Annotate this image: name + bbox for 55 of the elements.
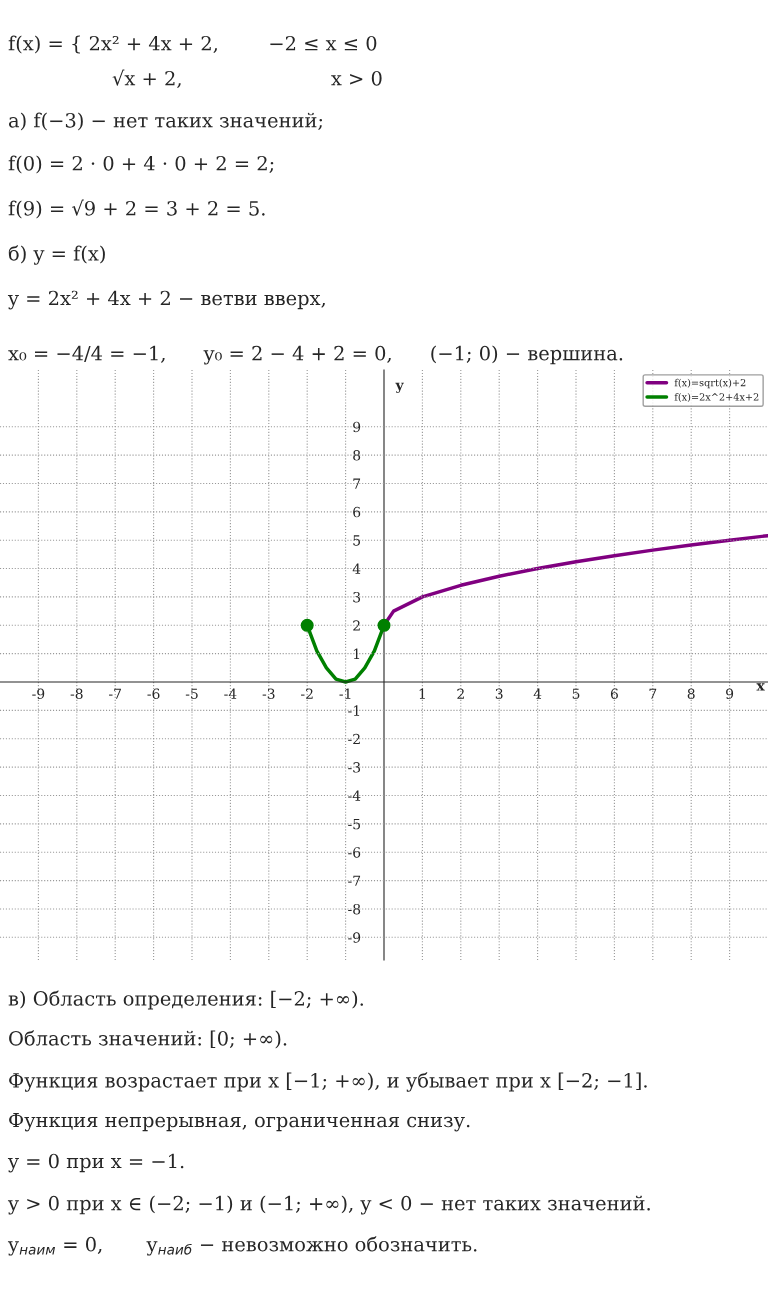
y-tick-label: 9 xyxy=(353,421,361,433)
text: а) f(−3) − нет таких значений; xyxy=(8,112,323,131)
y-tick-label: 4 xyxy=(352,563,361,574)
text: б) y = f(x) xyxy=(8,245,105,265)
y-tick-label: -9 xyxy=(348,932,361,943)
y-tick-label: 6 xyxy=(353,506,361,518)
y-tick-label: -8 xyxy=(348,903,361,915)
y-axis-title: y xyxy=(395,382,404,393)
x-tick-label: 4 xyxy=(533,688,542,699)
x-tick-label: 8 xyxy=(687,688,695,700)
text: y = 2x² + 4x + 2 − ветви вверх, xyxy=(7,290,325,310)
x-tick-label: -7 xyxy=(109,688,121,699)
y-tick-label: -7 xyxy=(348,875,361,886)
text: Функция возрастает при x [−1; +∞), и убывает при x [−2; −1]. xyxy=(9,1072,647,1092)
text: f(9) = √9 + 2 = 3 + 2 = 5. xyxy=(8,199,265,219)
x-tick-label: -4 xyxy=(224,688,237,699)
text: y = 0 при x = −1. xyxy=(7,1153,184,1173)
y-tick-label: 8 xyxy=(353,450,361,461)
x-tick-label: 2 xyxy=(457,688,464,699)
x-tick-label: 5 xyxy=(572,688,580,700)
x-tick-label: 6 xyxy=(610,688,618,700)
y-tick-label: -2 xyxy=(348,733,360,745)
text: √x + 2, x > 0 xyxy=(112,69,382,89)
y-tick-label: -4 xyxy=(348,790,361,801)
x-tick-label: 9 xyxy=(726,688,734,700)
x-tick-label: -2 xyxy=(301,688,313,699)
text: f(x) = { 2x² + 4x + 2, −2 ≤ x ≤ 0 xyxy=(8,35,377,54)
x-tick-label: -8 xyxy=(70,688,83,700)
x-tick-label: -5 xyxy=(185,688,198,700)
y-tick-label: 7 xyxy=(353,478,361,489)
legend-label: f(x)=2x^2+4x+2 xyxy=(674,393,759,402)
legend-label: f(x)=sqrt(x)+2 xyxy=(674,378,746,389)
x-tick-label: 1 xyxy=(419,688,425,699)
text: y > 0 при x ∈ (−2; −1) и (−1; +∞), y < 0 − нет таких значений. xyxy=(7,1195,650,1215)
y-tick-label: -5 xyxy=(348,819,361,830)
text: x₀ = −4/4 = −1, y₀ = 2 − 4 + 2 = 0, (−1; 0) − вершина. xyxy=(8,345,623,365)
text: в) Область определения: [−2; +∞). xyxy=(8,990,364,1010)
y-tick-label: 2 xyxy=(353,620,360,631)
text: Область значений: [0; +∞). xyxy=(9,1030,287,1049)
x-tick-label: 3 xyxy=(495,688,503,700)
y-tick-label: -6 xyxy=(348,847,361,858)
y-tick-label: 1 xyxy=(353,648,360,659)
x-axis-title: x xyxy=(756,683,765,691)
y-tick-label: -1 xyxy=(348,705,360,716)
y-tick-label: -3 xyxy=(348,762,361,773)
text: Функция непрерывная, ограниченная снизу. xyxy=(9,1112,470,1132)
x-tick-label: -9 xyxy=(32,688,45,700)
y-tick-label: 5 xyxy=(353,535,361,546)
x-tick-label: 7 xyxy=(649,688,657,699)
x-tick-label: -1 xyxy=(339,688,351,699)
y-tick-label: 3 xyxy=(353,591,361,603)
text: y$_{наим}$ = 0, y$_{наиб}$ − невозможно обозначить. xyxy=(7,1236,477,1256)
x-tick-label: -3 xyxy=(262,688,275,700)
x-tick-label: -6 xyxy=(147,688,160,700)
text: f(0) = 2 · 0 + 4 · 0 + 2 = 2; xyxy=(8,155,274,174)
